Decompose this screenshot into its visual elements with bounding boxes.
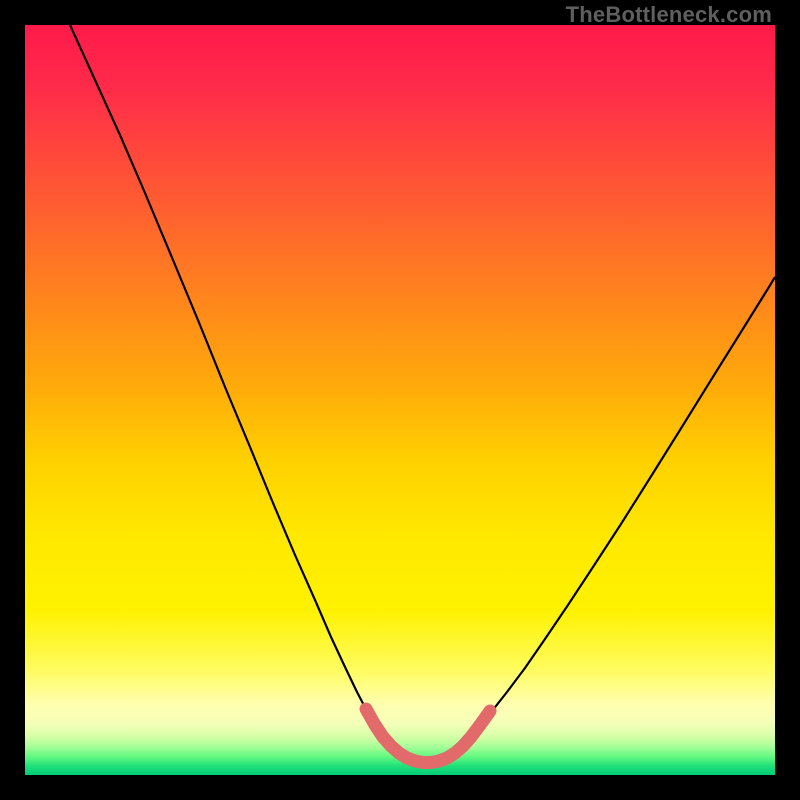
curve-svg [25, 25, 775, 775]
bottleneck-curve [70, 25, 775, 764]
plot-area [25, 25, 775, 775]
sweet-spot-highlight [366, 709, 490, 763]
watermark-text: TheBottleneck.com [566, 2, 772, 28]
chart-frame: TheBottleneck.com [0, 0, 800, 800]
